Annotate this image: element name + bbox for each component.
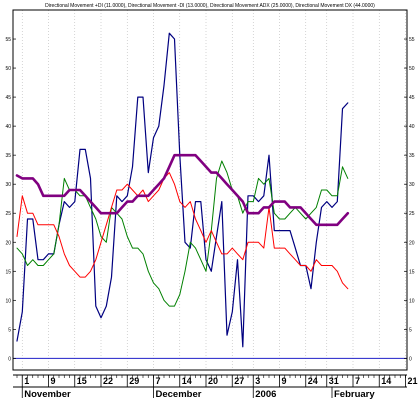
y-tick-label-left-20: 20: [5, 240, 11, 246]
x-tick-label-8: 27: [234, 376, 244, 386]
y-tick-label-left-40: 40: [5, 124, 11, 130]
y-tick-label-right-45: 45: [409, 95, 415, 101]
month-label-0: November: [24, 389, 71, 400]
y-tick-label-right-30: 30: [409, 182, 415, 188]
y-tick-label-left-25: 25: [5, 211, 11, 217]
series-line-0: [16, 32, 349, 348]
chart-title: Directional Movement +DI (11.0000), Dire…: [45, 3, 375, 9]
month-label-2: 2006: [255, 389, 276, 400]
month-label-1: December: [156, 389, 202, 400]
x-tick-label-0: 1: [24, 376, 29, 386]
y-tick-label-left-45: 45: [5, 95, 11, 101]
x-tick-label-10: 9: [282, 376, 287, 386]
x-tick-label-15: 21: [408, 376, 418, 386]
y-tick-label-right-10: 10: [409, 298, 415, 304]
y-tick-label-left-5: 5: [8, 327, 11, 333]
y-tick-label-right-20: 20: [409, 240, 415, 246]
series-line-2: [16, 172, 349, 290]
y-tick-label-right-35: 35: [409, 153, 415, 159]
y-tick-label-right-40: 40: [409, 124, 415, 130]
x-tick-label-9: 3: [255, 376, 260, 386]
y-tick-label-left-30: 30: [5, 182, 11, 188]
y-tick-label-right-15: 15: [409, 269, 415, 275]
y-tick-label-right-5: 5: [409, 327, 412, 333]
x-tick-label-5: 7: [156, 376, 161, 386]
plot-frame: [12, 9, 408, 371]
y-tick-label-right-50: 50: [409, 66, 415, 72]
x-tick-label-11: 24: [308, 376, 318, 386]
y-tick-label-right-0: 0: [409, 356, 412, 362]
y-tick-label-right-25: 25: [409, 211, 415, 217]
y-tick-label-left-35: 35: [5, 153, 11, 159]
month-label-3: February: [334, 389, 375, 400]
y-tick-label-left-10: 10: [5, 298, 11, 304]
y-tick-label-left-50: 50: [5, 66, 11, 72]
series-line-3: [15, 153, 350, 227]
y-tick-label-left-15: 15: [5, 269, 11, 275]
x-tick-label-2: 15: [77, 376, 87, 386]
y-tick-label-left-55: 55: [5, 37, 11, 43]
series-lines: [15, 32, 350, 348]
x-tick-label-14: 14: [381, 376, 391, 386]
x-tick-label-4: 29: [129, 376, 139, 386]
x-tick-label-6: 14: [182, 376, 192, 386]
x-tick-label-3: 22: [103, 376, 113, 386]
x-tick-label-12: 31: [329, 376, 339, 386]
x-tick-label-13: 7: [355, 376, 360, 386]
y-tick-label-left-0: 0: [8, 356, 11, 362]
x-tick-label-1: 9: [51, 376, 56, 386]
y-tick-label-right-55: 55: [409, 37, 415, 43]
x-tick-label-7: 20: [208, 376, 218, 386]
